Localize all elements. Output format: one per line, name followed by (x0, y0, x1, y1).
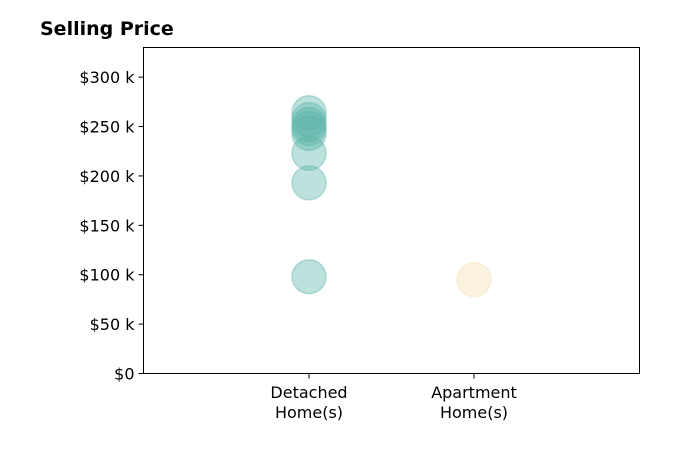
y-tick-label: $100 k (79, 266, 135, 285)
data-point (291, 110, 327, 147)
y-tick-label: $0 (114, 365, 134, 384)
y-tick-label: $300 k (79, 68, 135, 87)
data-point (456, 261, 492, 298)
data-points (291, 94, 492, 298)
chart-title: Selling Price (40, 18, 174, 40)
y-tick-label: $150 k (79, 216, 135, 235)
data-point (291, 101, 327, 138)
x-tick-label: Home(s) (275, 403, 343, 422)
y-tick-label: $250 k (79, 118, 135, 137)
data-point (291, 135, 327, 171)
x-tick-label: Detached (270, 383, 347, 402)
data-point (291, 115, 327, 152)
data-point (291, 165, 327, 201)
plot-area-frame (143, 47, 640, 374)
x-tick-label: Home(s) (440, 403, 508, 422)
y-tick-label: $50 k (90, 315, 136, 334)
data-point (291, 94, 327, 131)
data-point (291, 106, 327, 143)
y-axis: $0 $50 k $100 k $150 k $200 k $250 k $300 k (79, 68, 144, 384)
y-tick-label: $200 k (79, 167, 135, 186)
data-point (291, 258, 327, 295)
x-tick-label: Apartment (431, 383, 517, 402)
